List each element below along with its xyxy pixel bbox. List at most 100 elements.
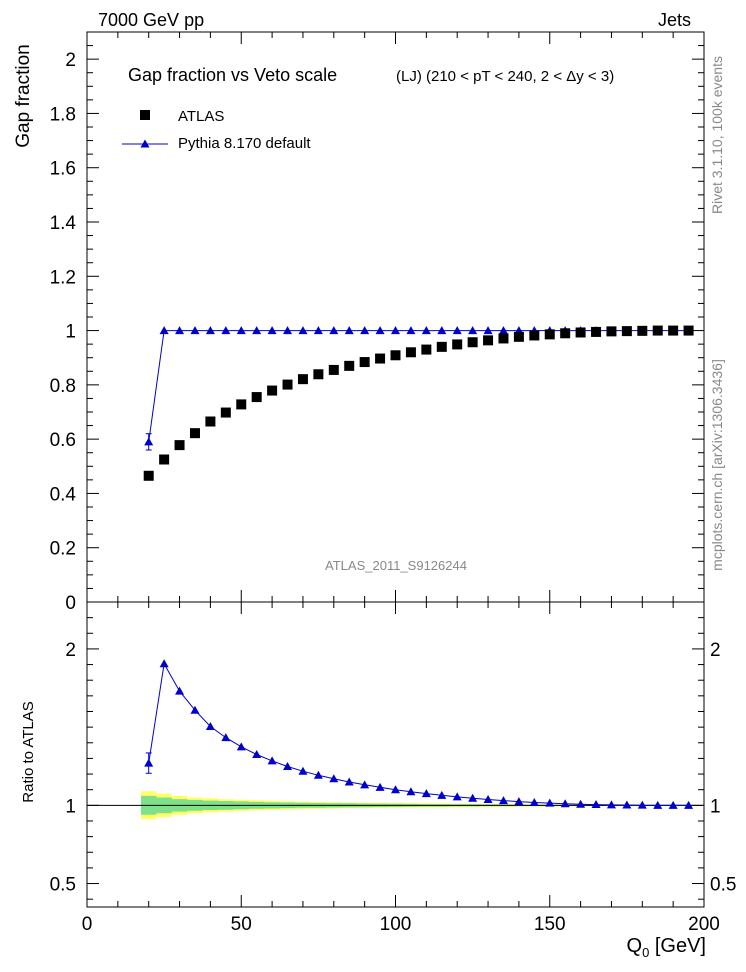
ratio-point <box>267 756 277 765</box>
ratio-point <box>452 792 462 801</box>
mc-point <box>252 326 262 335</box>
atlas-point <box>189 428 200 439</box>
main-y-tick-label: 0.2 <box>50 539 76 560</box>
x-tick-label: 100 <box>380 914 412 935</box>
ratio-point <box>483 795 493 804</box>
atlas-point <box>390 350 401 361</box>
mc-point <box>159 326 169 335</box>
ratio-point <box>437 790 447 799</box>
header-left: 7000 GeV pp <box>98 10 204 30</box>
atlas-point <box>436 341 447 352</box>
mc-point <box>190 326 200 335</box>
x-tick-label: 150 <box>534 914 566 935</box>
atlas-point <box>405 347 416 358</box>
legend-title: Gap fraction vs Veto scale <box>128 65 337 85</box>
atlas-point <box>498 333 509 344</box>
ratio-point <box>668 800 678 809</box>
atlas-point <box>282 379 293 390</box>
atlas-point <box>375 353 386 364</box>
atlas-point <box>344 360 355 371</box>
atlas-point <box>544 329 555 340</box>
legend-data-label: ATLAS <box>178 108 224 125</box>
main-y-tick-label: 1.8 <box>50 104 76 125</box>
atlas-point <box>529 330 540 341</box>
atlas-point <box>205 416 216 427</box>
mc-line <box>148 330 689 442</box>
chart-marks <box>143 325 694 809</box>
ratio-point <box>360 780 370 789</box>
atlas-point <box>483 335 494 346</box>
atlas-point <box>591 326 602 337</box>
main-y-tick-label: 1 <box>65 322 76 343</box>
atlas-point <box>174 440 185 451</box>
rivet-info: Rivet 3.1.10, 100k events <box>709 56 725 214</box>
x-tick-label: 0 <box>82 914 93 935</box>
mc-point <box>452 326 462 335</box>
mc-point <box>236 326 246 335</box>
mc-point <box>175 326 185 335</box>
mc-point <box>283 326 293 335</box>
ratio-line <box>148 662 689 806</box>
atlas-point <box>328 364 339 375</box>
atlas-point <box>159 454 170 465</box>
ratio-point <box>498 796 508 805</box>
ratio-point <box>221 733 231 742</box>
mc-point <box>267 326 277 335</box>
ratio-point <box>298 766 308 775</box>
analysis-watermark: ATLAS_2011_S9126244 <box>325 558 467 573</box>
main-y-tick-label: 1.2 <box>50 267 76 288</box>
header-right: Jets <box>658 10 691 30</box>
ratio-point <box>375 782 385 791</box>
atlas-point <box>621 326 632 337</box>
ratio-point <box>329 774 339 783</box>
ratio-y-tick-label-right: 1 <box>710 796 721 817</box>
ratio-point <box>637 800 647 809</box>
ratio-point <box>236 742 246 751</box>
ratio-y-axis-label: Ratio to ATLAS <box>20 701 37 802</box>
atlas-point <box>359 357 370 368</box>
mcplots-info: mcplots.cern.ch [arXiv:1306.3436] <box>709 359 725 571</box>
ratio-point <box>252 750 262 758</box>
ratio-point <box>391 785 400 794</box>
atlas-point <box>421 344 432 355</box>
ratio-y-tick-label-right: 0.5 <box>710 875 736 896</box>
ratio-point <box>591 800 601 809</box>
atlas-point <box>683 325 694 336</box>
mc-point <box>421 326 431 335</box>
ratio-y-tick-label: 2 <box>65 640 76 661</box>
ratio-y-tick-label-right: 2 <box>710 640 721 661</box>
ratio-point <box>529 798 539 807</box>
ratio-point <box>313 770 323 779</box>
mc-point <box>360 326 370 335</box>
ratio-point <box>684 800 694 809</box>
main-y-axis-label: Gap fraction <box>13 44 34 148</box>
main-y-tick-label: 0 <box>65 593 76 614</box>
mc-point <box>483 326 493 335</box>
mc-point <box>468 326 478 335</box>
mc-point <box>406 326 416 335</box>
main-y-tick-label: 0.6 <box>50 430 76 451</box>
mc-point <box>205 326 215 335</box>
ratio-point <box>144 758 154 767</box>
main-y-tick-label: 0.8 <box>50 376 76 397</box>
ratio-panel-frame <box>86 601 705 908</box>
mc-point <box>437 326 447 335</box>
atlas-point <box>606 326 617 337</box>
atlas-point <box>467 337 478 348</box>
legend-subtitle: (LJ) (210 < pT < 240, 2 < Δy < 3) <box>396 68 614 85</box>
ratio-point <box>421 789 431 798</box>
main-y-tick-label: 0.4 <box>50 484 77 505</box>
atlas-point <box>452 339 463 350</box>
mc-point <box>375 326 385 335</box>
atlas-point <box>297 374 308 385</box>
mc-point <box>329 326 339 335</box>
atlas-point <box>143 470 154 481</box>
ratio-point <box>406 787 416 796</box>
legend-data-marker <box>140 110 150 120</box>
atlas-point <box>575 327 586 338</box>
atlas-point <box>637 325 648 336</box>
axis-ticks: 0 50 100 150 200 0 0.2 0.4 0.6 0.8 1 1.2 1.4 1.6 1.8 2 0… <box>50 31 736 935</box>
ratio-point <box>560 799 570 808</box>
atlas-point <box>267 385 278 396</box>
